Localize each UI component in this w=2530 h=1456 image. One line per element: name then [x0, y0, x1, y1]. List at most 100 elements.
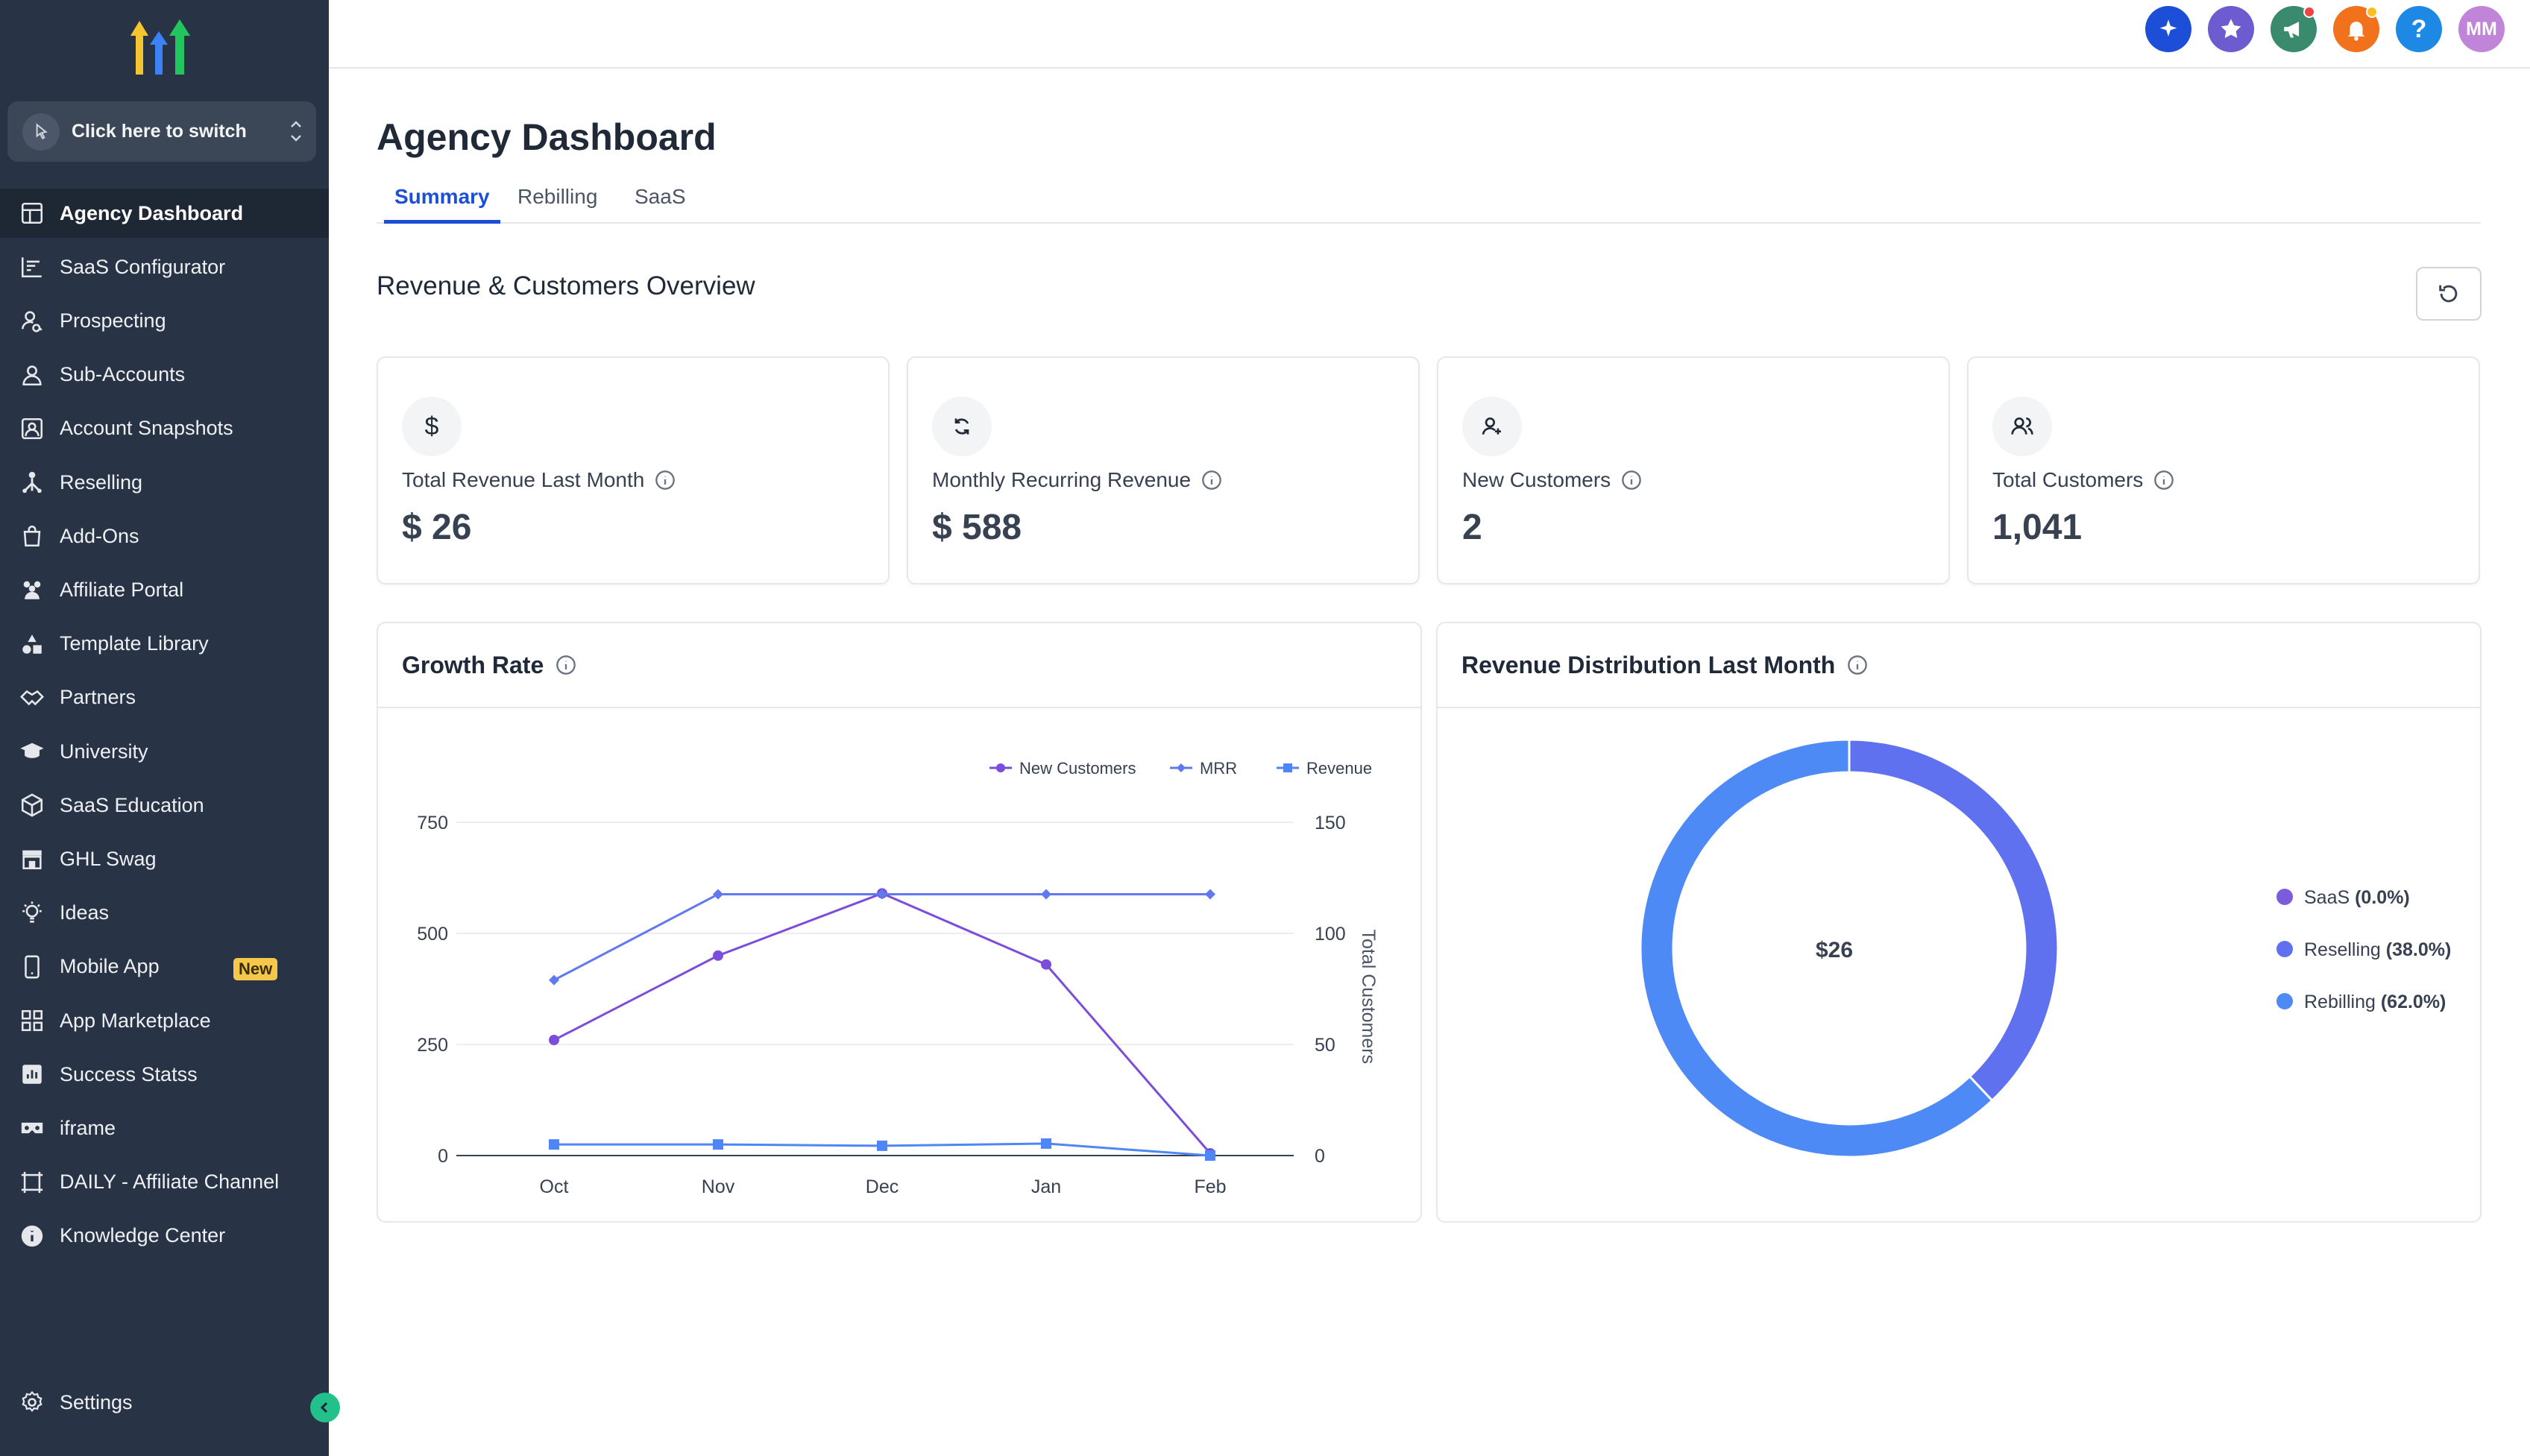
sidebar-item-success-statss[interactable]: Success Statss — [0, 1050, 329, 1099]
sidebar-item-label: Reselling — [60, 470, 143, 494]
sidebar-item-template-library[interactable]: Template Library — [0, 620, 329, 669]
info-icon[interactable] — [556, 655, 576, 675]
sidebar-item-label: Mobile App New — [60, 955, 278, 981]
y-tick-left: 250 — [417, 1035, 448, 1056]
help-button[interactable]: ? — [2396, 6, 2442, 52]
people-icon — [23, 582, 41, 600]
panel-title: Growth Rate — [402, 651, 544, 678]
sidebar-item-knowledge-center[interactable]: Knowledge Center — [0, 1211, 329, 1261]
data-point — [1041, 959, 1051, 970]
announcements-button[interactable] — [2271, 6, 2317, 52]
notifications-button[interactable] — [2333, 6, 2379, 52]
stats-icon — [22, 1065, 42, 1084]
tab-rebilling[interactable]: Rebilling — [517, 185, 598, 208]
collapse-sidebar-button[interactable] — [310, 1393, 340, 1422]
sidebar-item-ideas[interactable]: Ideas — [0, 889, 329, 938]
y-tick-left: 0 — [438, 1146, 448, 1167]
legend-marker — [1283, 763, 1292, 772]
box-icon — [21, 793, 43, 817]
series-line-mrr — [553, 893, 1210, 981]
sidebar-item-app-marketplace[interactable]: App Marketplace — [0, 996, 329, 1045]
y-tick-right: 0 — [1315, 1146, 1325, 1167]
x-tick: Oct — [540, 1176, 569, 1197]
help-icon: ? — [2411, 14, 2427, 43]
info-icon[interactable] — [2153, 470, 2174, 491]
legend-slice-pct: (0.0%) — [2355, 887, 2410, 908]
sidebar-item-label: Prospecting — [60, 309, 166, 332]
legend-slice-name: SaaS — [2304, 887, 2355, 908]
recurring-icon — [932, 397, 992, 456]
sidebar-item-reselling[interactable]: Reselling — [0, 458, 329, 507]
sidebar-item-account-snapshots[interactable]: Account Snapshots — [0, 404, 329, 453]
reselling-icon — [22, 471, 42, 494]
y-tick-left: 750 — [417, 813, 448, 833]
sidebar-item-label: Partners — [60, 686, 136, 709]
x-tick: Jan — [1031, 1176, 1061, 1197]
info-icon[interactable] — [1201, 470, 1222, 491]
series-line-new-customers — [553, 892, 1212, 1155]
revenue-distribution-panel: Revenue Distribution Last Month $26 SaaS … — [1436, 622, 2482, 1223]
donut-center-label: $26 — [1816, 938, 1853, 962]
sidebar-item-affiliate-portal[interactable]: Affiliate Portal — [0, 565, 329, 614]
sidebar-item-university[interactable]: University — [0, 727, 329, 776]
sidebar-item-daily-affiliate-channel[interactable]: DAILY - Affiliate Channel — [0, 1158, 329, 1207]
dashboard-icon — [21, 202, 43, 224]
y-tick-right: 50 — [1315, 1035, 1335, 1056]
panel-title: Revenue Distribution Last Month — [1461, 651, 1836, 678]
avatar-initials: MM — [2466, 18, 2497, 40]
x-tick: Nov — [702, 1176, 735, 1197]
sidebar-item-ghl-swag[interactable]: GHL Swag — [0, 834, 329, 883]
sidebar-item-settings[interactable]: Settings — [0, 1378, 329, 1427]
tab-saas[interactable]: SaaS — [635, 185, 686, 208]
account-switcher[interactable]: Click here to switch — [7, 101, 316, 162]
refresh-button[interactable] — [2416, 267, 2482, 321]
sparkle-button[interactable] — [2145, 6, 2191, 52]
page-title: Agency Dashboard — [377, 116, 717, 158]
sidebar-item-label: Affiliate Portal — [60, 578, 184, 601]
sparkle-icon — [2159, 19, 2177, 37]
gear-icon — [22, 1390, 43, 1412]
section-title: Revenue & Customers Overview — [377, 271, 755, 300]
legend-marker — [2276, 889, 2293, 905]
sidebar-item-agency-dashboard[interactable]: Agency Dashboard — [0, 189, 329, 238]
sidebar-item-saas-education[interactable]: SaaS Education — [0, 781, 329, 830]
avatar[interactable]: MM — [2458, 6, 2505, 52]
sidebar-item-sub-accounts[interactable]: Sub-Accounts — [0, 350, 329, 400]
sidebar-item-prospecting[interactable]: Prospecting — [0, 296, 329, 345]
info-icon[interactable] — [655, 470, 676, 491]
kpi-value: $ 26 — [402, 508, 472, 547]
sidebar-item-partners[interactable]: Partners — [0, 673, 329, 722]
info-icon[interactable] — [1621, 470, 1642, 491]
tab-summary[interactable]: Summary — [384, 185, 500, 224]
sidebar: Click here to switch Agency Dashboard Saa… — [0, 0, 329, 1456]
chevron-updown-icon — [291, 121, 301, 142]
info-circle-icon — [21, 1225, 43, 1247]
notification-dot — [2303, 6, 2315, 18]
kpi-value: $ 588 — [932, 508, 1022, 547]
sidebar-item-saas-configurator[interactable]: SaaS Configurator — [0, 242, 329, 291]
sidebar-item-label: Account Snapshots — [60, 417, 233, 440]
bell-icon — [2347, 22, 2365, 41]
switcher-label: Click here to switch — [72, 121, 247, 142]
chevron-left-icon — [320, 1402, 328, 1414]
mobile-icon — [25, 955, 40, 979]
user-plus-icon — [1462, 397, 1522, 456]
kpi-card-total-revenue: $ Total Revenue Last Month $ 26 — [377, 356, 890, 584]
sidebar-item-iframe[interactable]: iframe — [0, 1103, 329, 1153]
legend-label: New Customers — [1019, 759, 1136, 778]
star-button[interactable] — [2208, 6, 2254, 52]
legend-marker — [1177, 763, 1186, 772]
data-point — [1041, 889, 1051, 900]
legend-marker — [2276, 993, 2293, 1009]
sidebar-item-mobile-app[interactable]: Mobile App New — [0, 942, 329, 992]
pie-slice-reselling — [1848, 738, 2059, 1103]
kpi-card-mrr: Monthly Recurring Revenue $ 588 — [907, 356, 1420, 584]
y-tick-left: 500 — [417, 924, 448, 945]
sidebar-item-label: Ideas — [60, 901, 110, 924]
data-point — [549, 1139, 559, 1150]
legend-label: MRR — [1200, 759, 1237, 778]
info-icon[interactable] — [1847, 655, 1868, 675]
sidebar-item-add-ons[interactable]: Add-Ons — [0, 511, 329, 561]
legend-label: Reselling (38.0%) — [2304, 939, 2451, 960]
legend-slice-pct: (62.0%) — [2381, 992, 2446, 1012]
